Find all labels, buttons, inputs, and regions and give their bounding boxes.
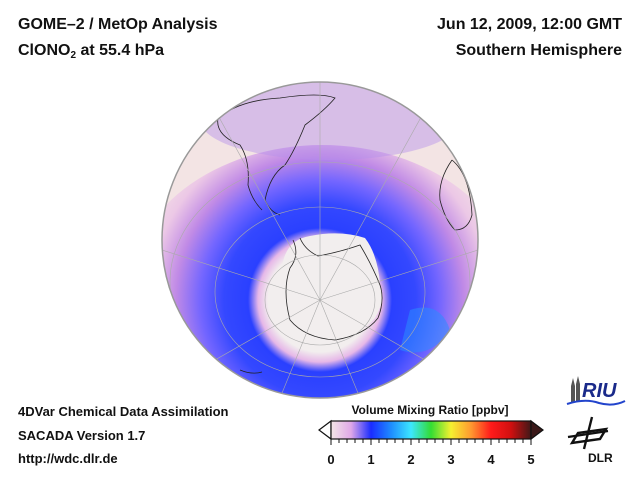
colorbar-tick-label: 1 [367, 452, 375, 467]
date-label: Jun 12, 2009, 12:00 GMT [437, 16, 622, 33]
colorbar-tick-label: 2 [407, 452, 415, 467]
colorbar-max-arrow [530, 419, 544, 441]
graticule [162, 82, 478, 398]
river-icon [566, 399, 626, 406]
colorbar-tick-label: 5 [527, 452, 535, 467]
dlr-logo: DLR [567, 416, 613, 465]
colorbar-ticks [330, 439, 532, 445]
footer-line-1: 4DVar Chemical Data Assimilation [18, 404, 229, 419]
colorbar-tick-label: 0 [327, 452, 335, 467]
coastlines [217, 94, 473, 374]
footer-line-2: SACADA Version 1.7 [18, 428, 146, 443]
colorbar-tick-label: 4 [487, 452, 495, 467]
colorbar-tick-label: 3 [447, 452, 455, 467]
dlr-text: DLR [588, 451, 613, 465]
colorbar-min-arrow [318, 419, 332, 441]
colorbar-title: Volume Mixing Ratio [ppbv] [351, 403, 509, 417]
antarctica-coast [285, 237, 383, 341]
hemisphere-label: Southern Hemisphere [455, 42, 622, 59]
riu-text: RIU [582, 380, 617, 402]
upper-band [200, 82, 460, 160]
riu-logo: RIU [566, 376, 626, 406]
title-species: ClONO2 at 55.4 hPa [18, 42, 165, 61]
australia-coast [239, 369, 263, 374]
cyan-patch [400, 307, 450, 353]
colorbar-gradient [330, 420, 532, 440]
species-subscript: 2 [70, 50, 77, 61]
footer-link[interactable]: http://wdc.dlr.de [18, 451, 118, 466]
species-level: at 55.4 hPa [76, 42, 165, 59]
cathedral-icon [571, 376, 580, 402]
colorbar [318, 419, 544, 445]
title-line-1: GOME–2 / MetOp Analysis [18, 16, 218, 33]
species-main: ClONO [18, 42, 71, 59]
dlr-emblem-icon [567, 416, 609, 450]
antarctica [279, 233, 383, 340]
globe-outline [161, 81, 479, 399]
